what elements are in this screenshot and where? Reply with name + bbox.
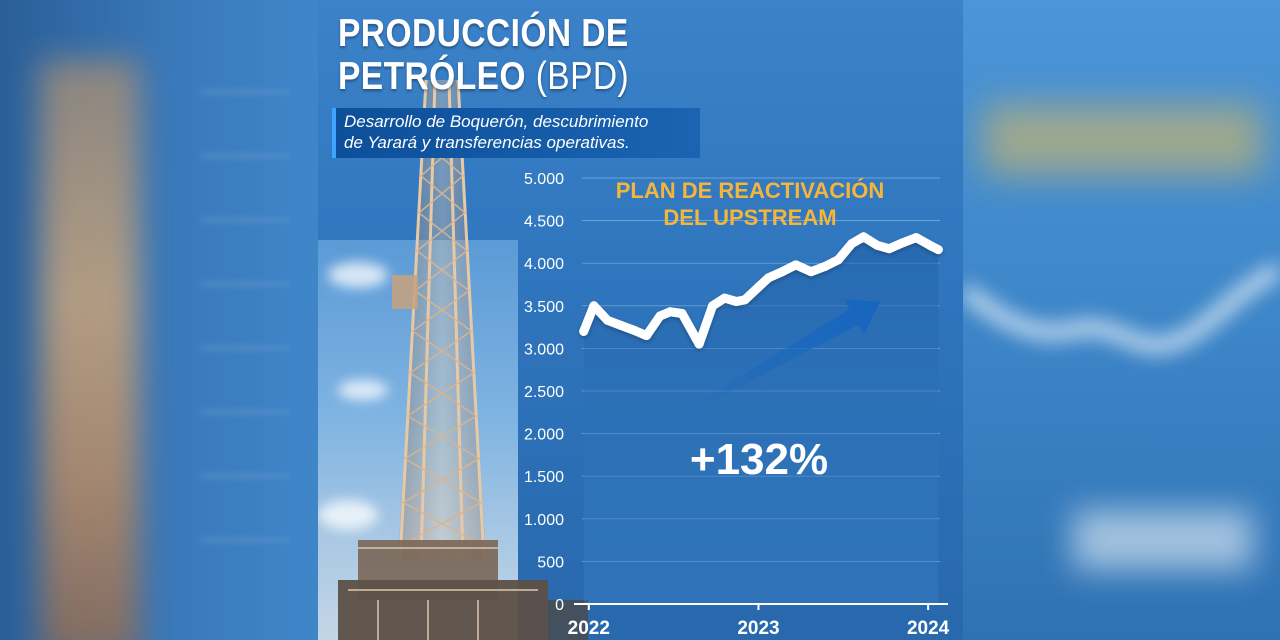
data-points: [579, 232, 943, 349]
subtitle-line-1: Desarrollo de Boquerón, descubrimiento: [344, 112, 649, 131]
cloud: [328, 262, 388, 288]
x-tick-label: 2024: [907, 618, 950, 639]
data-point: [603, 315, 612, 325]
page-title: PRODUCCIÓN DE PETRÓLEO (BPD): [338, 12, 629, 98]
subtitle-line-2: de Yarará y transferencias operativas.: [344, 133, 630, 152]
infographic-panel: PRODUCCIÓN DE PETRÓLEO (BPD) Desarrollo …: [318, 0, 963, 640]
data-point: [579, 326, 589, 336]
cloud: [338, 380, 388, 400]
oil-rig-image: [338, 79, 588, 640]
blurred-background-right: [963, 0, 1280, 640]
y-axis-ticks: 0 500 1.000 1.500 2.000 2.500 3.000 3.500 4.000 4…: [524, 171, 564, 614]
y-tick-label: 3.500: [524, 299, 564, 316]
y-tick-label: 2.000: [524, 427, 564, 444]
y-tick-label: 4.000: [524, 256, 564, 273]
data-point: [847, 239, 857, 249]
y-tick-label: 3.000: [524, 341, 564, 358]
y-tick-label: 500: [537, 554, 564, 571]
x-tick-label: 2022: [568, 618, 610, 639]
y-tick-label: 2.500: [524, 384, 564, 401]
data-point: [589, 301, 599, 311]
data-point: [820, 262, 830, 272]
blurred-gridlines: [200, 90, 290, 570]
annotation-line-1: PLAN DE REACTIVACIÓN: [616, 178, 885, 203]
data-point: [655, 311, 665, 321]
data-point: [833, 255, 843, 265]
y-tick-label: 0: [555, 597, 564, 614]
data-point: [927, 241, 936, 251]
title-unit: (BPD): [535, 55, 630, 98]
data-point: [859, 232, 869, 242]
data-point: [720, 293, 729, 303]
data-point: [872, 240, 882, 250]
data-point: [933, 245, 943, 255]
x-tick-label: 2023: [737, 618, 779, 639]
y-tick-label: 4.500: [524, 214, 564, 231]
blurred-tower-image: [40, 60, 140, 640]
data-point: [884, 244, 894, 254]
blurred-annotation: [983, 105, 1263, 175]
data-point: [731, 297, 741, 306]
data-point: [616, 320, 626, 330]
growth-label: +132%: [690, 435, 828, 484]
y-tick-label: 5.000: [524, 171, 564, 188]
data-point: [740, 295, 750, 305]
data-point: [791, 260, 801, 270]
data-point: [642, 331, 651, 341]
data-point: [806, 267, 816, 277]
data-point: [754, 282, 763, 292]
data-point: [911, 233, 921, 243]
growth-arrow-icon: [689, 299, 880, 412]
blurred-growth-label: [1073, 510, 1253, 570]
data-point: [708, 301, 718, 311]
blurred-curve: [963, 263, 1280, 353]
annotation-line-2: DEL UPSTREAM: [663, 205, 836, 230]
data-point: [898, 238, 908, 248]
data-point: [630, 326, 640, 335]
area-fill: [583, 236, 939, 605]
cloud: [318, 500, 378, 530]
title-line-1: PRODUCCIÓN DE: [338, 12, 629, 55]
data-point: [665, 307, 675, 317]
y-tick-label: 1.500: [524, 469, 564, 486]
data-point: [694, 339, 704, 349]
data-point: [777, 267, 787, 277]
x-axis: 2022 2023 2024: [568, 603, 950, 639]
blurred-background-left: [0, 0, 318, 640]
data-point: [764, 273, 774, 283]
title-line-2: PETRÓLEO: [338, 55, 526, 98]
data-point: [677, 309, 687, 318]
production-line-chart: 0 500 1.000 1.500 2.000 2.500 3.000 3.500 4.000 4…: [524, 171, 950, 639]
y-tick-label: 1.000: [524, 512, 564, 529]
subtitle-box: Desarrollo de Boquerón, descubrimiento d…: [332, 108, 700, 158]
